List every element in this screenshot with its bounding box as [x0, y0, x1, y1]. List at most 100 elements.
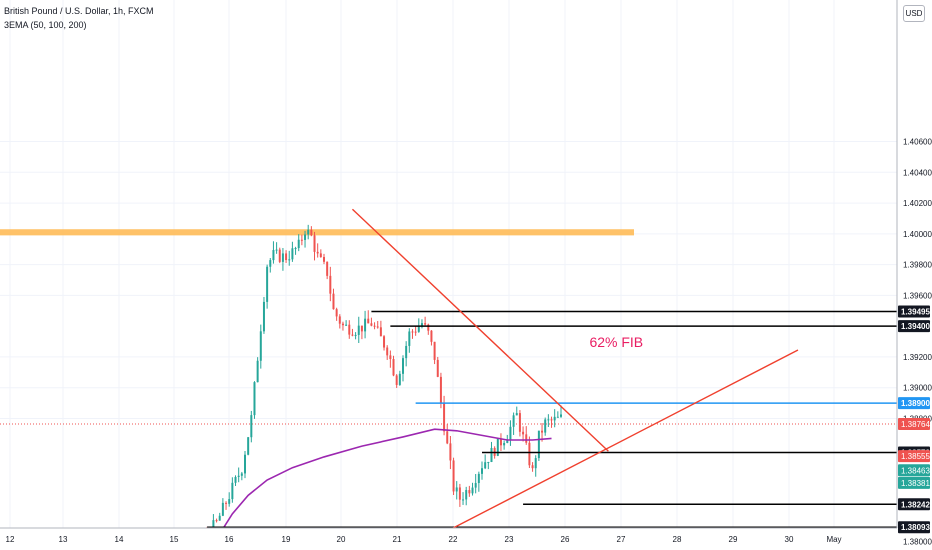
candle[interactable]: [515, 406, 518, 416]
candle[interactable]: [171, 545, 173, 550]
candle[interactable]: [285, 250, 288, 263]
symbol-title[interactable]: British Pound / U.S. Dollar, 1h, FXCM: [4, 6, 154, 16]
candle[interactable]: [370, 317, 373, 327]
candle[interactable]: [234, 475, 237, 486]
candle[interactable]: [484, 454, 487, 470]
candle[interactable]: [259, 324, 262, 369]
candle[interactable]: [130, 541, 132, 550]
candle[interactable]: [560, 405, 562, 418]
candle[interactable]: [411, 329, 414, 339]
candle[interactable]: [86, 538, 88, 550]
candle[interactable]: [405, 341, 408, 367]
candle[interactable]: [203, 527, 205, 543]
candle[interactable]: [228, 492, 231, 507]
candle[interactable]: [474, 473, 477, 494]
candle[interactable]: [237, 467, 240, 483]
candle[interactable]: [156, 546, 158, 550]
candle[interactable]: [499, 433, 502, 451]
candle[interactable]: [272, 241, 275, 264]
candle[interactable]: [108, 545, 110, 550]
candle[interactable]: [323, 253, 325, 265]
candle[interactable]: [338, 314, 341, 329]
candle[interactable]: [307, 224, 310, 240]
candle[interactable]: [294, 246, 297, 255]
candle[interactable]: [266, 264, 269, 309]
candle[interactable]: [212, 514, 215, 538]
candle[interactable]: [395, 374, 398, 388]
candle[interactable]: [518, 410, 521, 437]
candle[interactable]: [262, 296, 265, 334]
candle[interactable]: [424, 316, 427, 327]
candle[interactable]: [386, 345, 389, 360]
ema-line[interactable]: [198, 428, 552, 550]
candle[interactable]: [433, 341, 436, 365]
candle[interactable]: [427, 323, 430, 335]
candle[interactable]: [430, 330, 433, 346]
candle[interactable]: [181, 536, 183, 550]
candle[interactable]: [408, 328, 411, 353]
candle[interactable]: [455, 481, 458, 500]
candle[interactable]: [547, 414, 550, 427]
candle[interactable]: [288, 250, 291, 266]
candle[interactable]: [256, 357, 259, 383]
candle[interactable]: [531, 462, 534, 472]
candle[interactable]: [335, 307, 338, 321]
candle[interactable]: [316, 243, 319, 258]
candle[interactable]: [253, 381, 256, 419]
candle[interactable]: [102, 546, 104, 550]
candle[interactable]: [92, 547, 94, 550]
candle[interactable]: [481, 461, 483, 480]
candle[interactable]: [487, 461, 490, 470]
candle[interactable]: [550, 416, 553, 428]
candle[interactable]: [42, 544, 44, 550]
candle[interactable]: [313, 231, 316, 261]
candle[interactable]: [509, 420, 512, 446]
candle[interactable]: [231, 477, 234, 503]
candle[interactable]: [304, 230, 307, 248]
candle[interactable]: [291, 241, 294, 262]
candle[interactable]: [462, 492, 465, 505]
candle[interactable]: [190, 530, 192, 550]
candle[interactable]: [58, 546, 60, 550]
candle[interactable]: [218, 512, 221, 521]
candle[interactable]: [436, 356, 439, 378]
candle[interactable]: [392, 355, 395, 377]
candle[interactable]: [376, 321, 379, 329]
candle[interactable]: [544, 417, 547, 436]
candle[interactable]: [452, 457, 455, 496]
candle[interactable]: [250, 410, 253, 443]
candle[interactable]: [281, 248, 284, 271]
candle[interactable]: [206, 526, 208, 542]
candle[interactable]: [468, 485, 471, 497]
candle[interactable]: [341, 321, 344, 331]
candle[interactable]: [373, 322, 376, 330]
candle[interactable]: [458, 483, 461, 507]
candle[interactable]: [465, 486, 468, 506]
candle[interactable]: [70, 545, 72, 550]
fib-annotation[interactable]: 62% FIB: [589, 334, 643, 350]
candle[interactable]: [357, 316, 360, 344]
candle[interactable]: [383, 335, 386, 351]
candle[interactable]: [354, 332, 357, 340]
candle[interactable]: [420, 319, 423, 329]
candle[interactable]: [379, 320, 382, 337]
candle[interactable]: [553, 409, 556, 428]
candle[interactable]: [193, 528, 195, 545]
candle[interactable]: [278, 247, 281, 264]
candle[interactable]: [402, 355, 404, 382]
plot-area[interactable]: 62% FIB: [0, 0, 897, 550]
candle[interactable]: [556, 411, 559, 418]
candle[interactable]: [300, 234, 303, 246]
candle[interactable]: [197, 534, 199, 550]
candle[interactable]: [275, 242, 278, 254]
candle[interactable]: [503, 440, 506, 450]
candle[interactable]: [114, 545, 116, 550]
candle[interactable]: [29, 546, 31, 550]
trend-line[interactable]: [351, 208, 609, 452]
candle[interactable]: [244, 451, 246, 479]
candle[interactable]: [319, 249, 322, 258]
candle[interactable]: [73, 543, 75, 550]
candle[interactable]: [348, 320, 351, 339]
currency-button[interactable]: USD: [903, 5, 925, 22]
candle[interactable]: [351, 328, 354, 337]
